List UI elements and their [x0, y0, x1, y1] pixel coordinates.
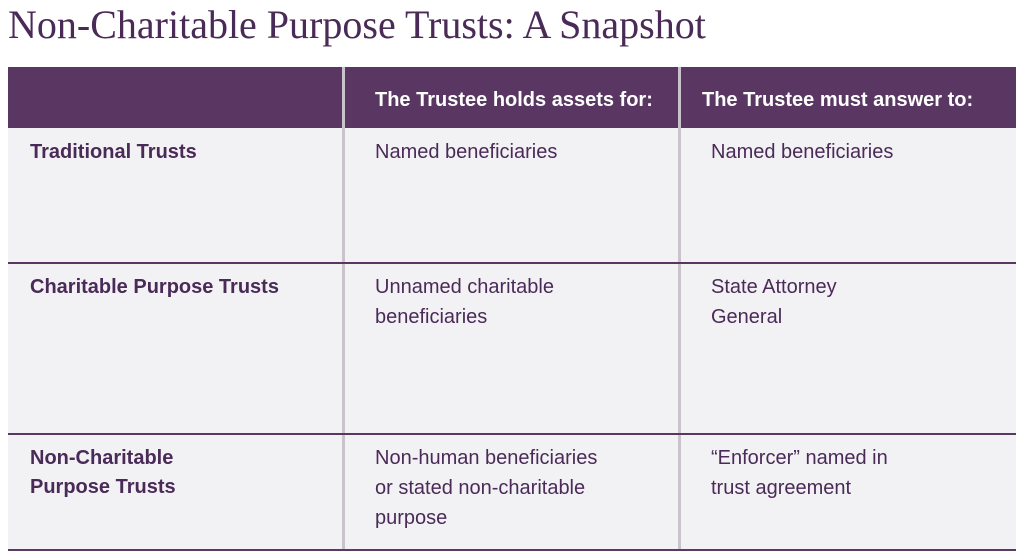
cell-charitable-holds: Unnamed charitable beneficiaries: [375, 276, 554, 328]
header-must-answer: The Trustee must answer to:: [702, 89, 974, 111]
cell-non-charitable-holds: Non-human beneficiaries or stated non-ch…: [375, 447, 598, 529]
cell-non-charitable-answer: “Enforcer” named in trust agreement: [711, 447, 888, 499]
column-divider: [678, 67, 681, 549]
header-holds-assets: The Trustee holds assets for:: [375, 89, 653, 111]
cell-charitable-answer: State Attorney General: [711, 276, 837, 328]
row-label-traditional-trusts: Traditional Trusts: [30, 141, 197, 163]
table-header: The Trustee holds assets for: The Truste…: [8, 67, 1016, 128]
cell-traditional-holds: Named beneficiaries: [375, 141, 558, 163]
comparison-table: The Trustee holds assets for: The Truste…: [8, 67, 1016, 551]
row-label-charitable-purpose-trusts: Charitable Purpose Trusts: [30, 276, 279, 298]
page-title: Non-Charitable Purpose Trusts: A Snapsho…: [8, 2, 706, 47]
column-divider: [342, 67, 345, 549]
row-divider: [8, 262, 1016, 264]
row-label-non-charitable-purpose-trusts: Non-Charitable Purpose Trusts: [30, 447, 176, 498]
cell-traditional-answer: Named beneficiaries: [711, 141, 894, 163]
row-divider: [8, 433, 1016, 435]
